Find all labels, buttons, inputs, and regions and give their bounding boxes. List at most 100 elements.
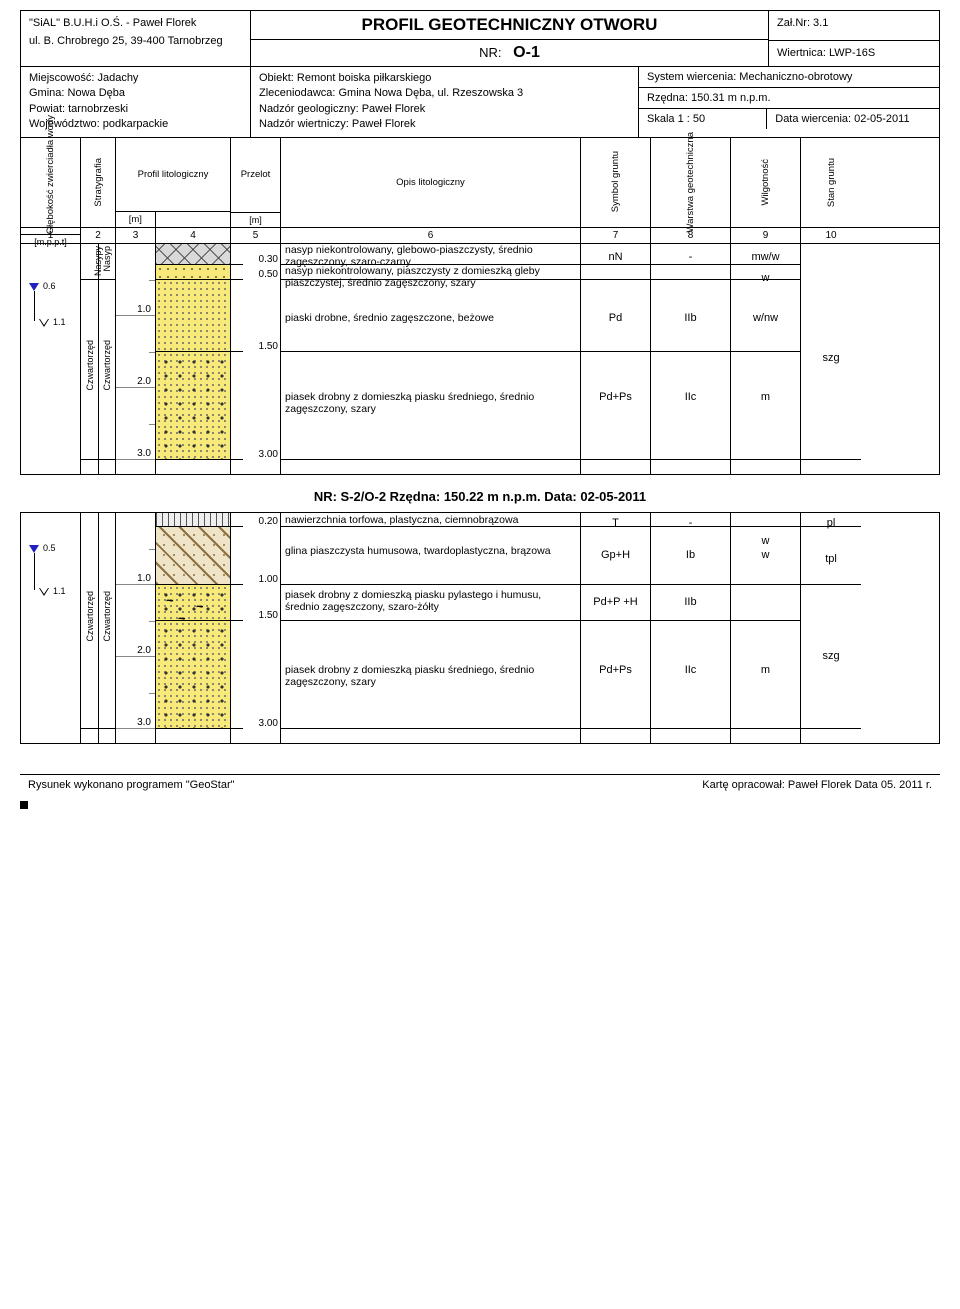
o2-water-col: 0.51.1 — [21, 513, 81, 743]
war-value: IIb — [651, 596, 730, 608]
lith-description: glina piaszczysta humusowa, twardoplasty… — [285, 545, 576, 557]
gmina: Gmina: Nowa Dęba — [29, 86, 242, 101]
przelot-value: 0.50 — [259, 269, 278, 280]
wil-value: w — [731, 535, 800, 547]
coln-10: 10 — [801, 228, 861, 243]
wil-value: w/nw — [731, 312, 800, 324]
water-level-open-icon — [39, 319, 49, 327]
water-level-open-icon — [39, 588, 49, 596]
col-wilgotnosc: Wilgotność — [760, 159, 771, 205]
water-open-label: 1.1 — [53, 586, 66, 596]
sym-value: Pd+P +H — [581, 596, 650, 608]
obiekt: Obiekt: Remont boiska piłkarskiego — [259, 71, 630, 86]
company-address: ul. B. Chrobrego 25, 39-400 Tarnobrzeg — [29, 35, 242, 47]
col-stratygrafia: Stratygrafia — [93, 158, 104, 207]
company: "SiAL" B.U.H.i O.Ś. - Paweł Florek — [29, 17, 242, 29]
lith-description: piaski drobne, średnio zagęszczone, beżo… — [285, 312, 576, 324]
coln-4: 4 — [156, 228, 231, 243]
depth-tick-label: 2.0 — [137, 645, 151, 656]
o2-symbol-col: TGp+HPd+P +HPd+Ps — [581, 513, 651, 743]
info-row: Miejscowość: Jadachy Gmina: Nowa Dęba Po… — [20, 67, 940, 138]
nadzor-wiert: Nadzór wiertniczy: Paweł Florek — [259, 117, 630, 132]
sym-value: nN — [581, 251, 650, 263]
nadzor-geo: Nadzór geologiczny: Paweł Florek — [259, 102, 630, 117]
lith-description: piasek drobny z domieszką piasku średnie… — [285, 664, 576, 688]
o2-depth-col: 1.0 2.0 3.0 — [116, 513, 156, 743]
o1-stan-col: szg — [801, 244, 861, 474]
sym-value: T — [581, 517, 650, 529]
o2-desc-col: nawierzchnia torfowa, plastyczna, ciemno… — [281, 513, 581, 743]
o1-desc-col: nasyp niekontrolowany, glebowo-piaszczys… — [281, 244, 581, 474]
przelot-value: 0.30 — [259, 254, 278, 265]
main-title: PROFIL GEOTECHNICZNY OTWORU — [251, 11, 768, 39]
nr-label: NR: — [479, 45, 501, 60]
data-wiercenia: Data wiercenia: 02-05-2011 — [767, 109, 939, 129]
depth-tick-label: 3.0 — [137, 448, 151, 459]
profile-o2: 0.51.1 CzwartorzędCzwartorzęd 1.02.03.0 … — [20, 512, 940, 744]
o1-lith-col — [156, 244, 231, 474]
war-value: - — [651, 517, 730, 529]
war-value: IIc — [651, 391, 730, 403]
o2-warstwa-col: - Ib IIb IIc — [651, 513, 731, 743]
lith-description: piasek drobny z domieszką piasku pylaste… — [285, 589, 576, 613]
przelot-value: 3.00 — [259, 718, 278, 729]
sym-value: Pd — [581, 312, 650, 324]
stan-value: szg — [801, 352, 861, 364]
lith-layer — [156, 280, 230, 352]
strata-label: Czwartorzęd — [102, 340, 112, 391]
strata-label: Czwartorzęd — [102, 591, 112, 642]
header: "SiAL" B.U.H.i O.Ś. - Paweł Florek ul. B… — [20, 10, 940, 67]
wil-value: m — [731, 391, 800, 403]
depth-tick-label: 1.0 — [137, 573, 151, 584]
depth-tick-label: 3.0 — [137, 717, 151, 728]
stan-value: tpl — [801, 553, 861, 565]
col-stan: Stan gruntu — [826, 158, 837, 207]
wil-value: mw/w — [731, 251, 800, 263]
column-numbers: 1 2 3 4 5 6 7 8 9 10 — [20, 228, 940, 244]
strata-label: Czwartorzęd — [85, 340, 95, 391]
przelot-value: 0.20 — [259, 516, 278, 527]
wojewodztwo: Województwo: podkarpackie — [29, 117, 242, 132]
lith-layer — [156, 621, 230, 729]
o1-depth-col: 1.02.03.0 — [116, 244, 156, 474]
powiat: Powiat: tarnobrzeski — [29, 102, 242, 117]
col-przelot: Przelot — [241, 138, 271, 212]
profile-o1: 0.61.1 NasypyNasypCzwartorzędCzwartorzęd… — [20, 244, 940, 475]
o1-wilgotnosc-col: mw/www/nwm — [731, 244, 801, 474]
lith-layer — [156, 513, 230, 527]
col-opis: Opis litologiczny — [396, 177, 465, 188]
o2-lith-col: ~~~ — [156, 513, 231, 743]
o2-stan-col: pltplszg — [801, 513, 861, 743]
lith-description: nawierzchnia torfowa, plastyczna, ciemno… — [285, 514, 576, 526]
war-value: IIc — [651, 664, 730, 676]
water-filled-label: 0.6 — [43, 281, 56, 291]
o2-title: NR: S-2/O-2 Rzędna: 150.22 m n.p.m. Data… — [20, 475, 940, 512]
water-open-label: 1.1 — [53, 317, 66, 327]
o2-strata-col: CzwartorzędCzwartorzęd — [81, 513, 116, 743]
przelot-value: 1.50 — [259, 341, 278, 352]
footer: Rysunek wykonano programem "GeoStar" Kar… — [20, 774, 940, 795]
zal-nr: Zał.Nr: 3.1 — [769, 11, 939, 41]
col-profil-lit: Profil litologiczny — [138, 138, 209, 211]
stan-value: szg — [801, 650, 861, 662]
coln-5: 5 — [231, 228, 281, 243]
o2-przelot-col: 0.201.001.503.00 — [231, 513, 281, 743]
col-przelot-unit: [m] — [231, 212, 280, 227]
wil-value: m — [731, 664, 800, 676]
coln-3: 3 — [116, 228, 156, 243]
o1-symbol-col: nNPdPd+Ps — [581, 244, 651, 474]
zleceniodawca: Zleceniodawca: Gmina Nowa Dęba, ul. Rzes… — [259, 86, 630, 101]
sym-value: Gp+H — [581, 549, 650, 561]
nr-value: O-1 — [513, 44, 540, 61]
water-level-filled-icon — [29, 545, 39, 553]
rzedna: Rzędna: 150.31 m n.p.m. — [639, 88, 939, 109]
system-wiercenia: System wiercenia: Mechaniczno-obrotowy — [639, 67, 939, 88]
o1-przelot-col: 0.300.501.503.00 — [231, 244, 281, 474]
war-value: - — [651, 251, 730, 263]
skala: Skala 1 : 50 — [639, 109, 767, 129]
war-value: Ib — [651, 549, 730, 561]
col-warstwa: Warstwa geotechniczna — [685, 132, 696, 233]
coln-2: 2 — [81, 228, 116, 243]
page-marker — [20, 801, 28, 809]
footer-left: Rysunek wykonano programem "GeoStar" — [28, 779, 235, 791]
